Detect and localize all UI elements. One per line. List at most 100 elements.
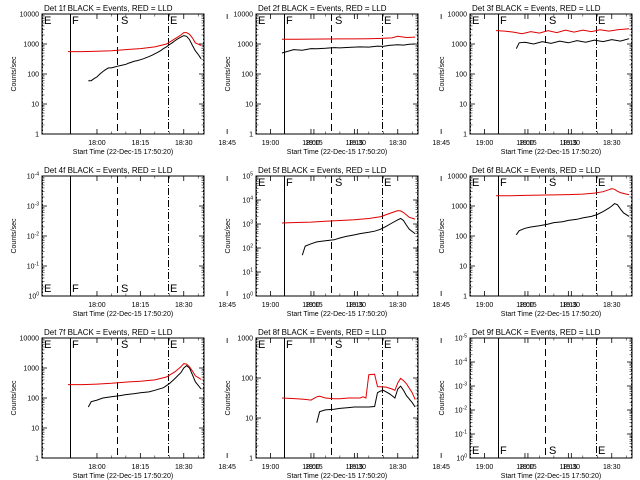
event-marker: E — [598, 445, 605, 457]
x-tick-label: 18:45 — [218, 140, 236, 147]
plot-frame — [469, 337, 633, 459]
chart-panel-6: Det 6f BLACK = Events, RED = LLD 1 10 100 10… — [439, 166, 633, 318]
event-marker: E — [472, 15, 479, 27]
y-axis-label: Counts/sec — [11, 56, 18, 92]
chart-title: Det 9f BLACK = Events, RED = LLD — [472, 328, 601, 337]
y-tick-label: 1000 — [237, 42, 253, 49]
events-series — [87, 364, 202, 408]
y-tick-label: 10000 — [20, 12, 40, 19]
x-axis-label: Start Time (22-Dec-15 17:50:20) — [73, 311, 173, 318]
y-tick-label: 100 — [455, 72, 467, 79]
x-tick-label: 19:30 — [349, 140, 367, 147]
x-tick-label: 18:15 — [346, 302, 364, 309]
x-tick-label: 18:45 — [432, 140, 450, 147]
x-axis-label: Start Time (22-Dec-15 17:50:20) — [501, 473, 601, 480]
y-tick-label: 10-1 — [27, 262, 39, 271]
event-marker: E — [384, 339, 391, 351]
y-axis-label: Counts/sec — [11, 380, 18, 416]
y-tick-label: 10 — [245, 416, 253, 423]
event-marker: S — [121, 15, 128, 27]
x-axis-label: Start Time (22-Dec-15 17:50:20) — [501, 149, 601, 156]
event-marker: E — [472, 177, 479, 189]
x-tick-label: 18:00 — [88, 302, 106, 309]
x-tick-label: 19:30 — [563, 464, 581, 471]
x-tick-label: 18:00 — [516, 140, 534, 147]
y-tick-label: 100 — [455, 234, 467, 241]
event-marker: E — [598, 177, 605, 189]
plot-frame — [41, 13, 205, 135]
event-marker: S — [549, 15, 556, 27]
plot-frame — [255, 13, 419, 135]
chart-title: Det 5f BLACK = Events, RED = LLD — [258, 166, 387, 175]
x-tick-label: 19:00 — [262, 302, 280, 309]
events-series — [316, 385, 416, 423]
event-marker: E — [44, 15, 51, 27]
event-marker: E — [472, 445, 479, 457]
x-axis-label: Start Time (22-Dec-15 17:50:20) — [287, 311, 387, 318]
lld-series — [495, 28, 630, 35]
lld-series — [281, 373, 416, 401]
plot-frame — [255, 175, 419, 297]
y-tick-label: 1000 — [451, 204, 467, 211]
chart-panel-1: Det 1f BLACK = Events, RED = LLD 1 10 100 10… — [11, 4, 366, 156]
x-tick-label: 18:15 — [346, 140, 364, 147]
event-marker: F — [286, 339, 293, 351]
y-tick-label: 10000 — [448, 12, 468, 19]
x-tick-label: 19:00 — [476, 140, 494, 147]
x-tick-label: 18:45 — [218, 464, 236, 471]
event-marker: F — [72, 15, 79, 27]
event-marker: E — [258, 339, 265, 351]
x-tick-label: 18:15 — [346, 464, 364, 471]
plot-frame — [469, 175, 633, 297]
y-tick-label: 103 — [242, 220, 253, 229]
y-tick-label: 10-5 — [455, 334, 467, 343]
y-tick-label: 10 — [245, 102, 253, 109]
x-axis-label: Start Time (22-Dec-15 17:50:20) — [287, 473, 387, 480]
y-tick-label: 1000 — [23, 42, 39, 49]
chart-panel-4: Det 4f BLACK = Events, RED = LLD 100 10-1 1… — [11, 166, 366, 318]
x-tick-label: 19:00 — [476, 302, 494, 309]
event-marker: S — [121, 283, 128, 295]
event-marker: E — [170, 339, 177, 351]
y-tick-label: 102 — [242, 244, 253, 253]
y-tick-label: 1 — [249, 132, 253, 139]
x-tick-label: 19:15 — [305, 464, 323, 471]
chart-panel-3: Det 3f BLACK = Events, RED = LLD 1 10 100 10… — [439, 4, 633, 156]
y-axis-label: Counts/sec — [225, 56, 232, 92]
events-series — [281, 43, 416, 54]
x-tick-label: 19:00 — [262, 140, 280, 147]
y-tick-label: 10-4 — [27, 172, 39, 181]
event-marker: E — [384, 177, 391, 189]
y-tick-label: 100 — [241, 72, 253, 79]
x-tick-label: 19:15 — [305, 302, 323, 309]
event-marker: S — [549, 445, 556, 457]
y-tick-label: 1000 — [237, 336, 253, 343]
y-tick-label: 10-2 — [455, 406, 467, 415]
x-axis-label: Start Time (22-Dec-15 17:50:20) — [73, 473, 173, 480]
y-tick-label: 10 — [31, 426, 39, 433]
x-tick-label: 18:30 — [175, 464, 193, 471]
event-marker: F — [500, 177, 507, 189]
x-tick-label: 18:30 — [175, 140, 193, 147]
y-tick-label: 1000 — [451, 42, 467, 49]
y-axis-label: Counts/sec — [225, 380, 232, 416]
event-marker: F — [286, 177, 293, 189]
event-marker: F — [500, 15, 507, 27]
x-tick-label: 18:30 — [603, 140, 621, 147]
x-axis-label: Start Time (22-Dec-15 17:50:20) — [73, 149, 173, 156]
y-axis-label: Counts/sec — [439, 380, 446, 416]
y-tick-label: 10-2 — [27, 232, 39, 241]
x-tick-label: 19:15 — [519, 140, 537, 147]
y-tick-label: 10000 — [234, 12, 254, 19]
lld-series — [496, 188, 630, 197]
plot-frame — [469, 13, 633, 135]
y-tick-label: 10000 — [448, 174, 468, 181]
plot-frame — [41, 337, 205, 459]
y-tick-label: 1 — [463, 132, 467, 139]
event-marker: S — [335, 177, 342, 189]
event-marker: E — [258, 177, 265, 189]
y-axis-label: Counts/sec — [225, 218, 232, 254]
y-tick-label: 100 — [242, 292, 253, 301]
x-tick-label: 18:15 — [132, 464, 150, 471]
y-tick-label: 100 — [456, 454, 467, 463]
